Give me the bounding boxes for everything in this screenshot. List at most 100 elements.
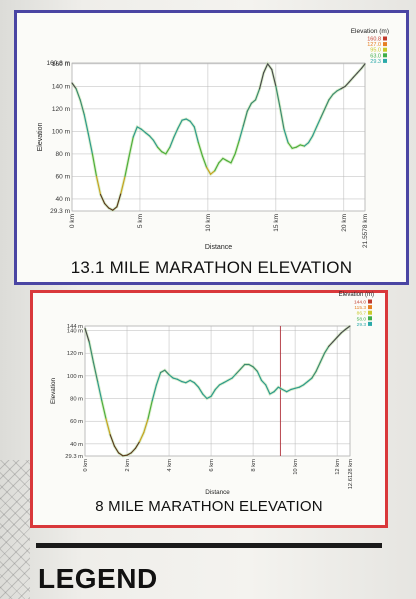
elevation-segment — [157, 146, 163, 153]
elevation-segment — [263, 63, 269, 74]
elevation-segment — [109, 434, 116, 447]
elevation-segment — [267, 63, 273, 71]
elevation-segment — [71, 82, 77, 90]
elevation-segment — [223, 379, 229, 384]
elevation-segment — [287, 142, 293, 149]
legend-entry: 29.3 — [357, 322, 367, 328]
elevation-segment — [99, 193, 106, 205]
elevation-segment — [290, 387, 296, 391]
elevation-segment — [103, 202, 110, 209]
y-tick-label: 100 m — [52, 128, 70, 135]
legend-entry: 144.0 — [354, 300, 366, 306]
legend-entry: 160.8 — [367, 37, 381, 43]
elevation-segment — [87, 133, 94, 155]
elevation-segment — [352, 72, 358, 79]
elevation-segment — [122, 454, 128, 457]
elevation-segment — [246, 102, 252, 112]
x-tick-label: 0 km — [83, 459, 89, 472]
elevation-segment — [238, 125, 244, 142]
elevation-segment — [291, 146, 297, 149]
y-tick-label: 60 m — [70, 419, 83, 425]
elevation-segment — [83, 113, 89, 135]
elevation-segment — [189, 120, 195, 128]
elevation-segment — [177, 119, 183, 129]
elevation-segment — [159, 369, 166, 374]
legend-divider — [36, 543, 382, 548]
legend-title: Elevation (m) — [339, 292, 374, 298]
elevation-segment — [230, 153, 236, 164]
elevation-segment — [144, 131, 151, 137]
elevation-segment — [112, 206, 118, 211]
y-tick-label: 80 m — [70, 397, 83, 403]
elevation-segment — [239, 363, 246, 370]
elevation-segment — [75, 88, 81, 101]
elevation-segment — [193, 382, 200, 388]
legend-title: Elevation (m) — [351, 28, 389, 35]
plot-area — [84, 325, 351, 457]
legend-entry: 95.0 — [370, 48, 381, 54]
elevation-segment — [283, 128, 289, 144]
x-tick-label: 12 km — [335, 459, 341, 475]
legend-entry: 29.3 — [370, 59, 381, 65]
elevation-segment — [138, 431, 145, 443]
elevation-segment — [286, 388, 292, 393]
legend-entry: 58.0 — [357, 316, 367, 322]
elevation-segment — [101, 400, 107, 420]
elevation-segment — [344, 325, 351, 331]
elevation-segment — [84, 327, 90, 343]
elevation-segment — [336, 332, 342, 338]
elevation-segment — [210, 388, 216, 397]
x-tick-label: 10 km — [293, 459, 299, 475]
elevation-segment — [271, 68, 277, 88]
elevation-segment — [231, 372, 237, 379]
elevation-segment — [164, 369, 170, 376]
elevation-segment — [303, 142, 310, 147]
elevation-segment — [92, 361, 99, 383]
elevation-segment — [128, 136, 134, 157]
legend-swatch — [383, 58, 387, 63]
y-tick-label: 160.8 m — [47, 60, 71, 67]
elevation-segment — [140, 128, 146, 134]
elevation-segment — [273, 386, 279, 393]
elevation-segment — [320, 108, 326, 119]
elevation-segment — [130, 447, 137, 454]
legend-swatch — [368, 305, 372, 310]
elevation-segment — [311, 370, 317, 379]
elevation-segment — [265, 384, 271, 395]
y-tick-label: 29.3 m — [65, 454, 83, 460]
elevation-segment — [79, 99, 85, 116]
elevation-segment — [316, 117, 322, 128]
legend-swatch — [368, 299, 372, 304]
x-tick-label: 8 km — [251, 459, 257, 472]
elevation-segment — [172, 377, 178, 380]
elevation-segment — [197, 386, 204, 395]
elevation-segment — [176, 378, 183, 383]
elevation-segment — [152, 139, 159, 148]
elevation-segment — [227, 377, 233, 382]
elevation-segment — [91, 153, 98, 177]
y-tick-label: 40 m — [70, 442, 83, 448]
x-tick-label: 12.6128 km — [348, 459, 354, 489]
y-tick-label: 140 m — [52, 83, 70, 90]
elevation-segment — [206, 395, 212, 400]
plot-area — [71, 62, 366, 212]
x-tick-label: 0 km — [69, 214, 76, 228]
elevation-segment — [307, 135, 314, 144]
elevation-segment — [117, 452, 124, 457]
elevation-segment — [96, 380, 103, 402]
elevation-segment — [124, 155, 130, 177]
y-tick-label: 80 m — [56, 151, 70, 158]
elevation-segment — [298, 384, 305, 388]
x-tick-label: 5 km — [137, 214, 144, 228]
half-marathon-caption: 13.1 MILE MARATHON ELEVATION — [70, 258, 353, 277]
elevation-segment — [116, 192, 122, 208]
y-tick-label: 100 m — [67, 374, 83, 380]
elevation-segment — [218, 382, 225, 386]
legend-swatch — [383, 42, 387, 47]
elevation-segment — [120, 175, 126, 194]
elevation-segment — [202, 393, 208, 400]
elevation-segment — [218, 157, 224, 164]
legend-swatch — [368, 316, 372, 321]
